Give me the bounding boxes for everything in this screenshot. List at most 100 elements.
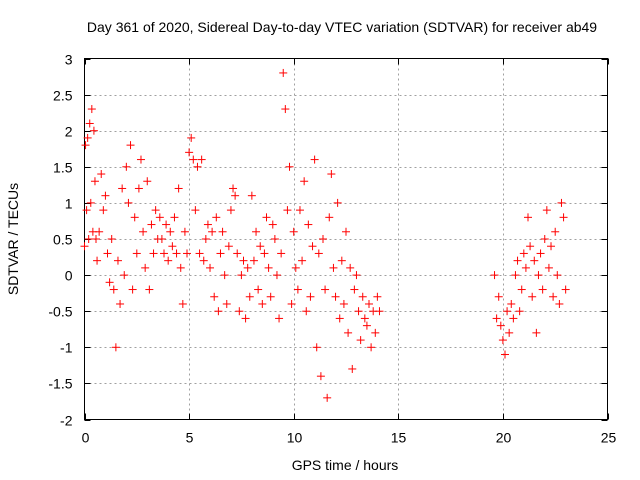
data-point bbox=[519, 249, 528, 258]
data-point bbox=[494, 292, 503, 301]
data-point bbox=[549, 292, 558, 301]
data-point bbox=[293, 285, 302, 294]
data-point bbox=[87, 105, 96, 114]
data-point bbox=[157, 235, 166, 243]
y-axis-label: SDTVAR / TECUs bbox=[5, 183, 21, 295]
data-point bbox=[120, 271, 129, 280]
y-tick-label: 3 bbox=[65, 52, 73, 68]
data-point bbox=[149, 249, 158, 258]
data-point bbox=[358, 292, 367, 301]
data-point bbox=[333, 198, 342, 207]
data-point bbox=[306, 292, 315, 301]
data-point bbox=[101, 191, 110, 200]
data-point bbox=[285, 162, 294, 171]
data-point bbox=[373, 292, 382, 301]
data-point bbox=[95, 227, 104, 236]
data-point bbox=[107, 235, 116, 243]
data-point bbox=[266, 292, 275, 301]
data-point bbox=[124, 198, 133, 207]
data-point bbox=[151, 206, 160, 215]
data-point bbox=[287, 299, 296, 308]
data-point bbox=[245, 292, 254, 301]
data-point bbox=[214, 307, 223, 316]
data-point bbox=[224, 242, 233, 251]
data-point bbox=[189, 155, 198, 164]
data-point bbox=[201, 235, 210, 243]
data-point bbox=[356, 336, 365, 345]
chart-title: Day 361 of 2020, Sidereal Day-to-day VTE… bbox=[87, 19, 597, 35]
data-point bbox=[187, 133, 196, 142]
data-point bbox=[191, 206, 200, 215]
data-point bbox=[116, 299, 125, 308]
data-point bbox=[109, 285, 118, 294]
y-tick-label: 0.5 bbox=[53, 232, 73, 248]
y-tick-label: 1 bbox=[65, 196, 73, 212]
y-tick-label: 2 bbox=[65, 124, 73, 140]
data-point bbox=[536, 249, 545, 258]
data-point bbox=[155, 213, 164, 222]
data-point bbox=[212, 213, 221, 222]
data-point bbox=[85, 119, 94, 128]
data-point bbox=[331, 292, 340, 301]
data-point bbox=[352, 271, 361, 280]
data-point bbox=[344, 328, 353, 337]
data-point bbox=[134, 184, 143, 193]
data-point bbox=[174, 184, 183, 193]
data-point bbox=[159, 249, 168, 258]
data-point bbox=[298, 256, 307, 265]
data-point bbox=[295, 206, 304, 215]
data-point bbox=[162, 220, 171, 229]
data-point bbox=[237, 271, 246, 280]
data-point bbox=[318, 235, 327, 243]
data-point bbox=[557, 198, 566, 207]
y-tick-label: 0 bbox=[65, 268, 73, 284]
data-point bbox=[521, 263, 530, 272]
data-point bbox=[304, 220, 313, 229]
data-point bbox=[360, 314, 369, 323]
data-point bbox=[145, 285, 154, 294]
data-point bbox=[176, 263, 185, 272]
x-tick-label: 20 bbox=[496, 430, 512, 446]
data-point bbox=[492, 314, 501, 323]
y-tick-label: -1 bbox=[60, 340, 73, 356]
data-point bbox=[239, 256, 248, 265]
data-point bbox=[86, 198, 95, 207]
x-tick-labels: 0 5 10 15 20 25 bbox=[82, 430, 617, 446]
data-point bbox=[270, 235, 279, 243]
data-point bbox=[505, 328, 514, 337]
data-point bbox=[143, 177, 152, 186]
data-point bbox=[105, 278, 114, 287]
y-tick-label: -0.5 bbox=[48, 304, 72, 320]
data-point bbox=[241, 314, 250, 323]
data-point bbox=[348, 364, 357, 373]
data-point bbox=[103, 249, 112, 258]
data-point bbox=[268, 220, 277, 229]
data-point bbox=[166, 227, 175, 236]
data-point bbox=[243, 263, 252, 272]
data-point bbox=[93, 256, 102, 265]
data-point bbox=[310, 155, 319, 164]
data-point bbox=[126, 141, 135, 150]
data-point bbox=[132, 249, 141, 258]
data-point bbox=[346, 263, 355, 272]
data-point bbox=[199, 256, 208, 265]
data-point bbox=[335, 314, 344, 323]
data-point bbox=[235, 307, 244, 316]
data-point bbox=[260, 249, 269, 258]
data-point bbox=[316, 372, 325, 381]
data-point bbox=[172, 249, 181, 258]
data-point bbox=[500, 350, 509, 359]
x-tick-label: 0 bbox=[82, 430, 90, 446]
data-point bbox=[524, 213, 533, 222]
data-point bbox=[517, 285, 526, 294]
data-point bbox=[337, 256, 346, 265]
data-point bbox=[229, 184, 238, 193]
data-point bbox=[210, 292, 219, 301]
x-tick-label: 10 bbox=[287, 430, 303, 446]
data-point bbox=[547, 242, 556, 251]
x-tick-label: 5 bbox=[186, 430, 194, 446]
data-point bbox=[540, 235, 549, 243]
data-point bbox=[350, 285, 359, 294]
data-point bbox=[542, 206, 551, 215]
data-point bbox=[283, 206, 292, 215]
